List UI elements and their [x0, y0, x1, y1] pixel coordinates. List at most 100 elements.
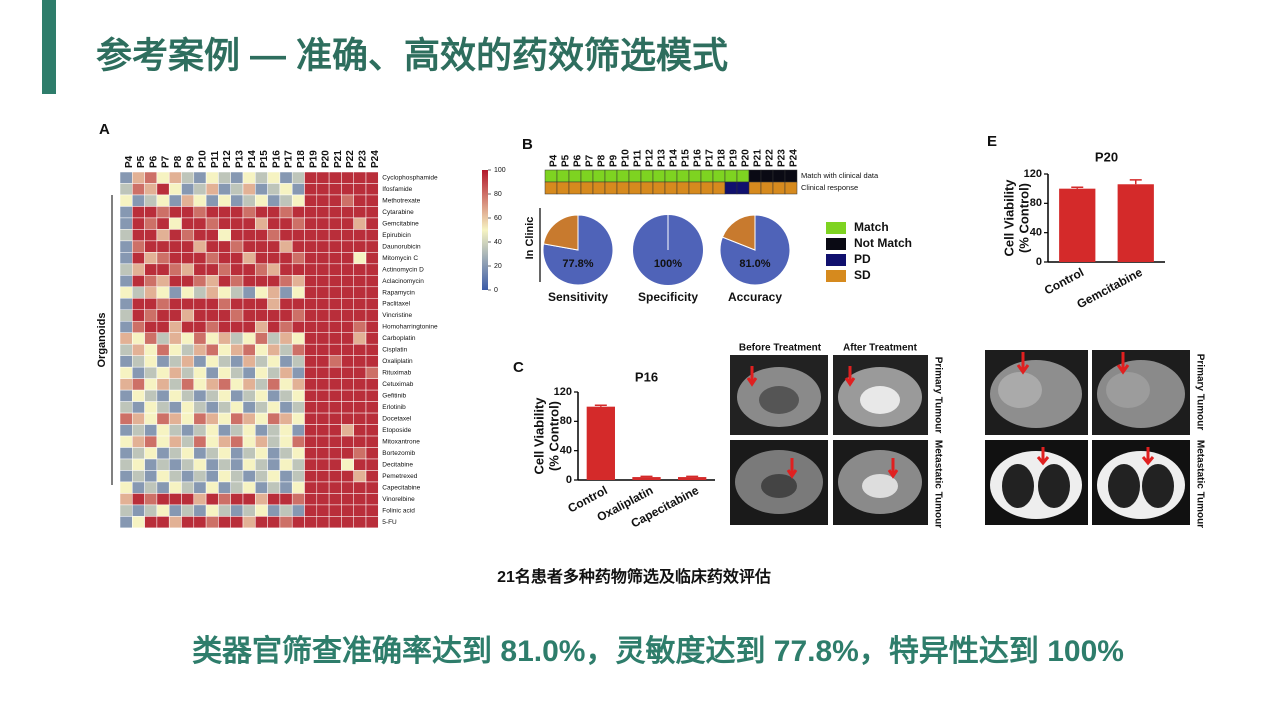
heatmap-cell — [230, 481, 244, 494]
heatmap-cell — [119, 481, 133, 494]
heatmap-cell — [193, 217, 207, 230]
heatmap-cell — [205, 240, 219, 253]
heatmap-cell — [205, 435, 219, 448]
heatmap-cell — [291, 217, 305, 230]
heatmap-cell — [181, 343, 195, 356]
heatmap-cell — [341, 470, 354, 483]
heatmap-cell — [144, 252, 158, 265]
column-label: P15 — [259, 150, 270, 168]
heatmap-cell — [255, 229, 268, 242]
panel-letter: E — [987, 133, 997, 150]
row-label: Cisplatin — [382, 347, 407, 354]
heatmap-cell — [291, 332, 305, 345]
heatmap-cell — [328, 240, 342, 253]
heatmap-cell — [341, 424, 354, 437]
heatmap-cell — [132, 320, 145, 333]
heatmap-cell — [193, 516, 207, 529]
heatmap-cell — [181, 504, 195, 517]
heatmap-cell — [193, 286, 207, 299]
heatmap-cell — [205, 401, 219, 414]
heatmap-cell — [267, 516, 281, 529]
heatmap-cell — [291, 424, 305, 437]
heatmap-cell — [230, 320, 244, 333]
heatmap-cell — [205, 378, 219, 391]
heatmap-cell — [181, 389, 195, 402]
heatmap-cell — [218, 343, 231, 356]
heatmap-cell — [328, 458, 342, 471]
heatmap-cell — [279, 252, 293, 265]
legend-label: SD — [854, 268, 871, 282]
heatmap-cell — [267, 183, 281, 196]
heatmap-cell — [255, 194, 268, 207]
heatmap-cell — [365, 229, 379, 242]
heatmap-cell — [193, 481, 207, 494]
column-label: P9 — [185, 155, 196, 168]
heatmap-cell — [279, 458, 293, 471]
status-cell — [628, 169, 642, 183]
image-label: Primary Tumour — [932, 357, 943, 434]
status-cell — [760, 181, 774, 195]
heatmap-cell — [168, 366, 182, 379]
heatmap-cell — [132, 355, 145, 368]
status-cell — [580, 169, 594, 183]
heatmap-cell — [156, 343, 170, 356]
heatmap-cell — [205, 412, 219, 425]
column-label: P4 — [124, 155, 135, 168]
image-label: Metastatic Tumour — [932, 440, 943, 528]
heatmap-cell — [341, 252, 354, 265]
status-cell — [664, 181, 678, 195]
bar — [1059, 188, 1096, 262]
ct-images-c: Before Treatment After Treatment Primary… — [730, 343, 943, 528]
heatmap-cell — [291, 275, 305, 288]
y-axis-label: (% Control) — [546, 401, 561, 471]
heatmap-cell — [193, 458, 207, 471]
heatmap-cell — [353, 424, 367, 437]
heatmap-cell — [267, 412, 281, 425]
heatmap-cell — [353, 183, 367, 196]
status-cell — [772, 169, 786, 183]
heatmap-cell — [255, 470, 268, 483]
heatmap-cell — [156, 194, 170, 207]
heatmap-cell — [242, 447, 256, 460]
colorbar-tick-label: 80 — [494, 191, 502, 198]
heatmap-cell — [168, 412, 182, 425]
y-tick-label: 40 — [560, 445, 572, 457]
heatmap-cell — [230, 183, 244, 196]
heatmap-cell — [365, 493, 379, 506]
heatmap-cell — [353, 378, 367, 391]
heatmap-cell — [144, 378, 158, 391]
row-label: Ifosfamide — [382, 186, 412, 193]
heatmap-cell — [156, 320, 170, 333]
heatmap-cell — [291, 366, 305, 379]
heatmap-cell — [144, 470, 158, 483]
heatmap-cell — [144, 240, 158, 253]
heatmap-cell — [132, 206, 145, 219]
heatmap-cell — [168, 217, 182, 230]
heatmap-cell — [279, 504, 293, 517]
heatmap-cell — [255, 516, 268, 529]
heatmap-cell — [193, 206, 207, 219]
heatmap-cell — [181, 263, 195, 276]
heatmap-cell — [230, 504, 244, 517]
heatmap-cell — [365, 183, 379, 196]
row-label: Pemetrexed — [382, 473, 417, 480]
heatmap-cell — [181, 355, 195, 368]
heatmap-cell — [341, 447, 354, 460]
heatmap-cell — [119, 401, 133, 414]
heatmap-cell — [168, 504, 182, 517]
heatmap-cell — [168, 263, 182, 276]
heatmap-cell — [230, 309, 244, 322]
status-cell — [700, 181, 714, 195]
heatmap-cell — [144, 493, 158, 506]
heatmap-cell — [291, 171, 305, 184]
heatmap-cell — [156, 435, 170, 448]
heatmap-cell — [193, 355, 207, 368]
y-tick-label: 120 — [554, 386, 572, 398]
heatmap-cell — [255, 424, 268, 437]
heatmap-cell — [168, 389, 182, 402]
heatmap-cell — [267, 435, 281, 448]
heatmap-cell — [365, 412, 379, 425]
heatmap-cell — [353, 504, 367, 517]
heatmap-cell — [365, 481, 379, 494]
